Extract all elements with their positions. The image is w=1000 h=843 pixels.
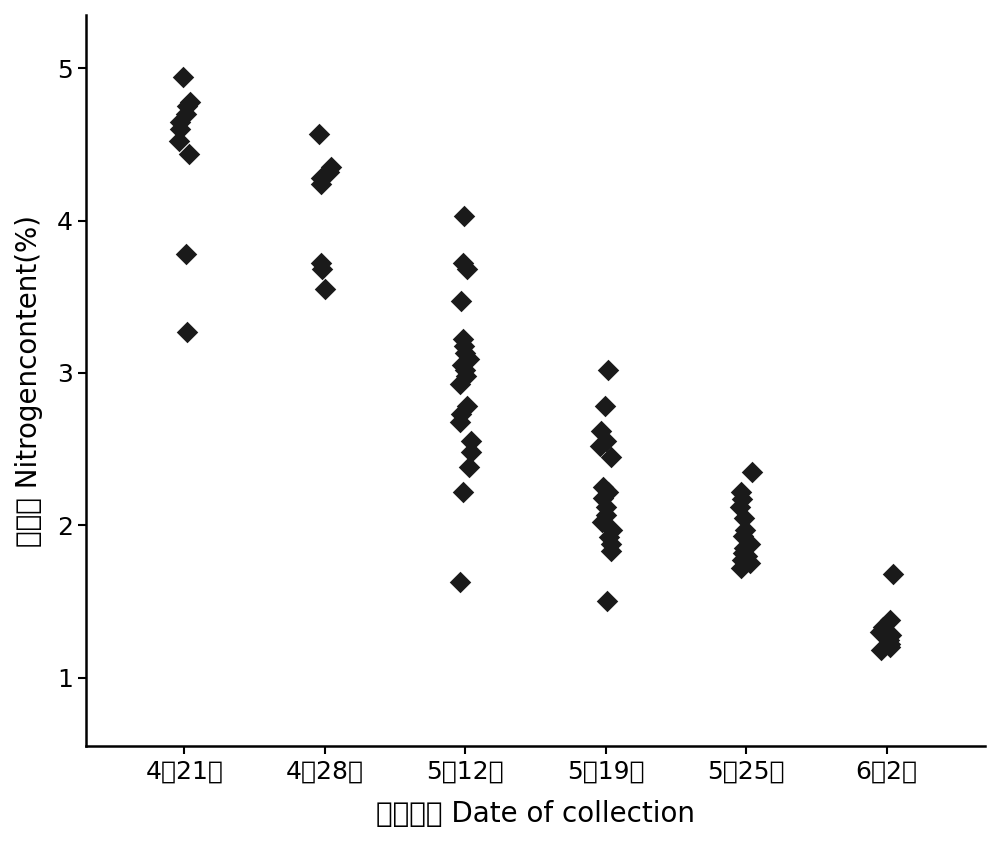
Point xyxy=(323,160,339,174)
Point xyxy=(181,147,197,160)
Point xyxy=(461,460,477,474)
Point xyxy=(875,620,891,634)
Point xyxy=(598,500,614,513)
Point xyxy=(459,400,475,413)
Point xyxy=(178,247,194,260)
Point xyxy=(178,107,194,121)
Point xyxy=(172,115,188,128)
Point xyxy=(735,546,751,560)
Point xyxy=(735,529,751,543)
Point xyxy=(603,545,619,558)
Point xyxy=(737,524,753,537)
Point xyxy=(604,524,620,537)
Point xyxy=(872,626,888,639)
Point xyxy=(179,99,195,113)
Point xyxy=(736,511,752,524)
Point xyxy=(883,628,899,642)
Point xyxy=(593,424,609,438)
Point xyxy=(736,541,752,555)
Point xyxy=(873,643,889,657)
Point xyxy=(603,537,619,550)
Point xyxy=(461,352,477,366)
Point xyxy=(733,485,749,498)
Point xyxy=(595,481,611,494)
Point xyxy=(882,641,898,654)
Point xyxy=(592,439,608,453)
Point xyxy=(601,531,617,545)
Point xyxy=(453,407,469,421)
Point xyxy=(313,177,329,191)
Point xyxy=(598,507,614,521)
Point xyxy=(457,346,473,360)
Point xyxy=(455,485,471,498)
Point xyxy=(175,71,191,84)
Point xyxy=(463,445,479,459)
Point xyxy=(454,358,470,372)
Point xyxy=(599,594,615,608)
Point xyxy=(452,575,468,588)
Point xyxy=(595,491,611,505)
Point xyxy=(313,256,329,270)
Point xyxy=(733,561,749,575)
Point xyxy=(313,171,329,185)
Point xyxy=(598,435,614,448)
Point xyxy=(732,500,748,513)
Point xyxy=(456,209,472,223)
Point xyxy=(455,333,471,346)
Point xyxy=(311,127,327,141)
Point xyxy=(457,363,473,377)
Point xyxy=(317,282,333,296)
Point xyxy=(458,369,474,383)
Point xyxy=(314,263,330,277)
Point xyxy=(734,554,750,567)
Point xyxy=(182,95,198,109)
Point xyxy=(600,363,616,377)
Point xyxy=(171,135,187,148)
Point xyxy=(455,256,471,270)
Point xyxy=(744,465,760,479)
Point xyxy=(463,435,479,448)
Point xyxy=(882,613,898,626)
Point xyxy=(172,122,188,136)
Point xyxy=(882,637,898,651)
Point xyxy=(459,263,475,277)
Point xyxy=(881,633,897,647)
Point xyxy=(594,515,610,529)
Point xyxy=(734,492,750,506)
Point xyxy=(452,415,468,428)
Point xyxy=(742,537,758,550)
Point xyxy=(603,450,619,464)
Y-axis label: 氮含量 Nitrogencontent(%): 氮含量 Nitrogencontent(%) xyxy=(15,215,43,546)
X-axis label: 采集日期 Date of collection: 采集日期 Date of collection xyxy=(376,800,695,828)
Point xyxy=(453,294,469,308)
Point xyxy=(885,567,901,581)
Point xyxy=(321,165,337,179)
Point xyxy=(600,485,616,498)
Point xyxy=(739,549,755,562)
Point xyxy=(456,339,472,352)
Point xyxy=(452,377,468,390)
Point xyxy=(179,325,195,339)
Point xyxy=(742,556,758,570)
Point xyxy=(597,400,613,413)
